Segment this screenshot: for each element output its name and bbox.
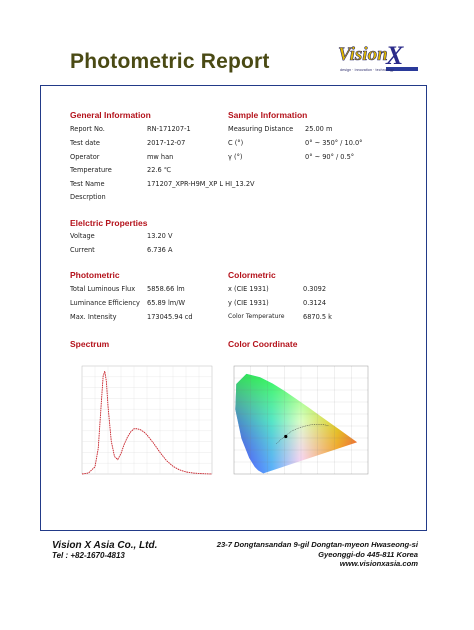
footer-company: Vision X Asia Co., Ltd.: [52, 540, 158, 551]
footer-website: www.visionxasia.com: [339, 559, 418, 568]
current-value: 6.736 A: [147, 246, 173, 254]
c-angle-label: C (°): [228, 139, 244, 147]
footer-address-line-2: Gyeonggi-do 445-811 Korea: [318, 550, 418, 559]
current-label: Current: [70, 246, 95, 254]
logo-mark: X: [386, 41, 404, 70]
general-info-heading: General Information: [70, 110, 151, 120]
logo-name: Vision: [338, 44, 388, 66]
luminance-efficiency-value: 65.89 lm/W: [147, 299, 185, 307]
spectrum-chart: [81, 365, 213, 475]
color-temperature-value: 6870.5 k: [303, 313, 332, 321]
test-date-label: Test date: [70, 139, 100, 147]
photometric-heading: Photometric: [70, 270, 120, 280]
cie-x-value: 0.3092: [303, 285, 327, 293]
voltage-label: Voltage: [70, 232, 95, 240]
spectrum-heading: Spectrum: [70, 339, 110, 349]
logo-tagline: design · innovation · technology: [340, 68, 394, 72]
cie-y-label: y (CIE 1931): [228, 299, 269, 307]
footer-tel: Tel : +82-1670-4813: [52, 551, 125, 560]
max-intensity-value: 173045.94 cd: [147, 313, 193, 321]
luminous-flux-label: Total Luminous Flux: [70, 285, 136, 293]
max-intensity-label: Max. Intensity: [70, 313, 117, 321]
report-no-label: Report No.: [70, 125, 105, 133]
logo-bar: [386, 67, 418, 71]
colormetric-heading: Colormetric: [228, 270, 276, 280]
luminance-efficiency-label: Luminance Efficiency: [70, 299, 140, 307]
color-temperature-label: Color Temperature: [228, 313, 285, 320]
voltage-value: 13.20 V: [147, 232, 173, 240]
footer-address-line-1: 23-7 Dongtansandan 9-gil Dongtan-myeon H…: [216, 540, 418, 549]
report-frame: [40, 85, 427, 531]
page-title: Photometric Report: [70, 50, 270, 73]
planckian-locus: [276, 424, 329, 444]
measuring-distance-label: Measuring Distance: [228, 125, 294, 133]
test-name-value: 171207_XPR-H9M_XP L HI_13.2V: [147, 180, 255, 188]
c-angle-value: 0° ~ 350° / 10.0°: [305, 139, 363, 147]
gamma-angle-value: 0° ~ 90° / 0.5°: [305, 153, 355, 161]
measuring-distance-value: 25.00 m: [305, 125, 333, 133]
test-name-label: Test Name: [70, 180, 105, 188]
operator-label: Operator: [70, 153, 100, 161]
vision-x-logo: Vision X design · innovation · technolog…: [334, 41, 420, 78]
cie-measured-point: [284, 434, 288, 439]
temperature-label: Temperature: [70, 166, 112, 174]
temperature-value: 22.6 ℃: [147, 166, 172, 174]
test-date-value: 2017-12-07: [147, 139, 186, 147]
cie-y-value: 0.3124: [303, 299, 327, 307]
spectrum-series-line: [81, 371, 213, 475]
luminous-flux-value: 5858.66 lm: [147, 285, 185, 293]
operator-value: mw han: [147, 153, 174, 161]
report-no-value: RN-171207-1: [147, 125, 191, 133]
cie-x-label: x (CIE 1931): [228, 285, 269, 293]
color-coordinate-heading: Color Coordinate: [228, 339, 298, 349]
description-label: Descrption: [70, 193, 106, 201]
electric-heading: Elelctric Properties: [70, 218, 148, 228]
gamma-angle-label: γ (°): [228, 153, 243, 161]
sample-info-heading: Sample Information: [228, 110, 308, 120]
color-coordinate-chart: [233, 365, 369, 475]
